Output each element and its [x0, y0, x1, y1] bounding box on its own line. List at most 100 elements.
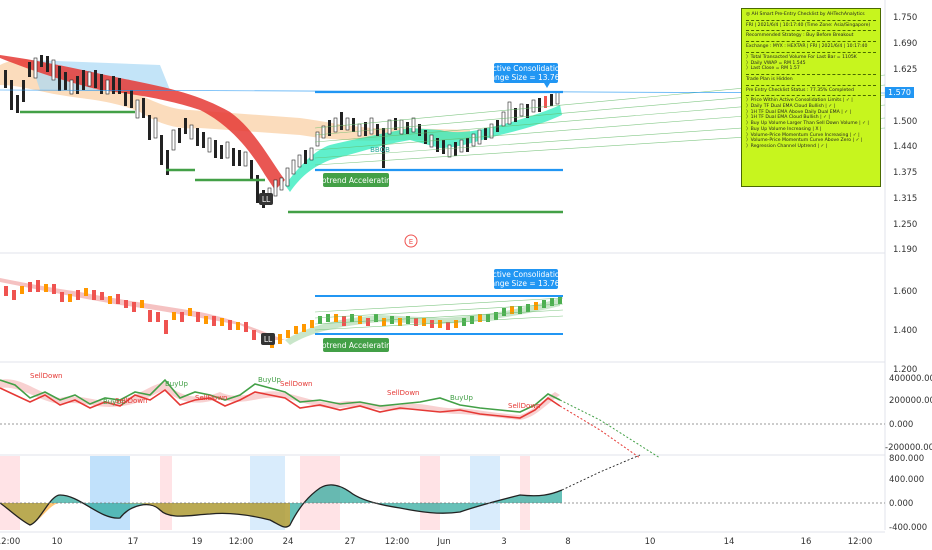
selldown-projection	[559, 405, 641, 459]
svg-text:12:00: 12:00	[0, 537, 20, 547]
svg-text:3: 3	[501, 537, 506, 547]
buyup-line	[0, 378, 561, 413]
svg-text:12:00: 12:00	[229, 537, 254, 547]
consolidation-label-line1: Active Consolidation	[488, 64, 565, 73]
uptrend-label-text: Uptrend Accelerating	[316, 176, 396, 185]
svg-text:27: 27	[345, 537, 356, 547]
svg-text:1.200: 1.200	[893, 365, 917, 375]
checklist-item: 〉Price Within Active Consolidation Limit…	[746, 98, 853, 104]
svg-text:1.250: 1.250	[893, 220, 917, 230]
osc1-axis[interactable]: 400000.000 200000.000 0.000 -200000.000	[885, 374, 932, 453]
buyup-projection	[559, 399, 661, 459]
secondary-price-pane[interactable]: Active Consolidation (Range Size = 13.76…	[0, 269, 917, 375]
svg-text:12:00: 12:00	[848, 537, 873, 547]
svg-text:0.000: 0.000	[889, 499, 913, 509]
svg-text:-400.000: -400.000	[889, 523, 927, 533]
svg-text:19: 19	[192, 537, 203, 547]
checklist-strategy: Recommended Strategy : Buy Before Breako…	[746, 33, 854, 39]
osc-selldown-label: SellDown	[115, 397, 147, 405]
svg-text:16: 16	[801, 537, 812, 547]
svg-text:400000.000: 400000.000	[889, 374, 932, 384]
svg-text:1.500: 1.500	[893, 117, 917, 127]
volume-oscillator-pane[interactable]: SellDown BuyUp SellDown BuyUp SellDown B…	[0, 372, 932, 459]
secondary-bear-cloud	[0, 278, 285, 340]
momentum-projection	[561, 454, 641, 491]
osc-selldown-label: SellDown	[508, 402, 540, 410]
checklist-item: 〉Buy Up Volume Larger Than Sell Down Vol…	[746, 121, 869, 127]
time-axis[interactable]: 12:00 10 17 19 12:00 24 27 12:00 Jun 3 8…	[0, 531, 885, 547]
bull-ema-cloud	[285, 105, 562, 192]
svg-text:0.000: 0.000	[889, 420, 913, 430]
checklist-volume: 〉Total Transacted Volume For Last Bar = …	[746, 54, 857, 60]
svg-text:400.000: 400.000	[889, 475, 924, 485]
osc-buyup-label: BuyUp	[258, 376, 282, 384]
svg-text:1.190: 1.190	[893, 245, 917, 255]
svg-text:24: 24	[283, 537, 294, 547]
checklist-item: 〉Daily TF Dual EMA Cloud Bullish | ✓ |	[746, 104, 836, 110]
checklist-vwap: 〉Daily VWAP = RM 1.545	[746, 60, 806, 66]
checklist-plan: Trade Plan is Hidden	[746, 76, 793, 82]
secondary-uptrend-text: Uptrend Accelerating	[316, 341, 396, 350]
svg-text:10: 10	[52, 537, 63, 547]
last-price-tag: 1.570	[885, 87, 914, 98]
svg-text:8: 8	[565, 537, 570, 547]
pre-entry-checklist-panel[interactable]: ◎ AH Smart Pre-Entry Checklist by AHTech…	[741, 8, 881, 187]
osc-buyup-label: BuyUp	[165, 380, 189, 388]
bbob-label: BBOB	[370, 146, 390, 154]
svg-text:800.000: 800.000	[889, 454, 924, 464]
secondary-ll-label[interactable]: LL	[261, 333, 275, 345]
osc2-axis[interactable]: 800.000 400.000 0.000 -400.000	[889, 454, 927, 533]
momentum-fill-neg	[0, 503, 290, 528]
checklist-item: 〉Regression Channel Uptrend | ✓ |	[746, 143, 828, 149]
svg-text:1.625: 1.625	[893, 65, 917, 75]
osc-selldown-label: SellDown	[195, 394, 227, 402]
secondary-consolidation-line1: Active Consolidation	[488, 270, 565, 279]
checklist-item: 〉1H TF Dual EMA Above Daily Dual EMA | ✓…	[746, 109, 852, 115]
checklist-item: 〉1H TF Dual EMA Cloud Bullish | ✓ |	[746, 115, 830, 121]
selldown-line	[0, 387, 561, 419]
consolidation-label-line2: (Range Size = 13.76%)	[482, 73, 569, 82]
checklist-datetime: FRI | 2021/6/4 | 10:17:40 (Time Zone: As…	[746, 22, 871, 28]
checklist-close: 〉Last Close = RM 1.57	[746, 66, 800, 72]
momentum-curve	[0, 484, 563, 528]
price-axis-main[interactable]: 1.750 1.690 1.625 1.500 1.440 1.375 1.31…	[893, 13, 917, 255]
checklist-item: 〉Volume-Price Momentum Curve Increasing …	[746, 132, 860, 138]
svg-text:1.440: 1.440	[893, 142, 917, 152]
secondary-consolidation-label[interactable]: Active Consolidation (Range Size = 13.76…	[482, 269, 570, 289]
osc-selldown-label: SellDown	[280, 380, 312, 388]
svg-text:1.750: 1.750	[893, 13, 917, 23]
osc-buyup-label: BuyUp	[103, 398, 127, 406]
price-axis-secondary[interactable]: 1.600 1.400 1.200	[893, 287, 917, 375]
osc-selldown-label: SellDown	[30, 372, 62, 380]
checklist-status: Pre Entry Checklist Status : 77.35% Comp…	[746, 87, 854, 93]
momentum-oscillator-pane[interactable]: 800.000 400.000 0.000 -400.000	[0, 454, 927, 533]
svg-text:17: 17	[128, 537, 139, 547]
svg-text:-200000.000: -200000.000	[885, 443, 932, 453]
checklist-item: 〉Volume-Price Momentum Curve Above Zero …	[746, 138, 863, 144]
checklist-exchange: Exchange : MYX : HEXTAR | FRI | 2021/6/4…	[746, 44, 868, 50]
last-price-line	[0, 89, 886, 94]
secondary-uptrend-label[interactable]: Uptrend Accelerating	[316, 338, 396, 352]
main-price-pane[interactable]: Active Consolidation (Range Size = 13.76…	[0, 13, 917, 255]
price-candles	[4, 55, 560, 208]
svg-text:200000.000: 200000.000	[889, 396, 932, 406]
secondary-consolidation-line2: (Range Size = 13.76%)	[482, 279, 569, 288]
osc-selldown-label: SellDown	[387, 389, 419, 397]
svg-text:1.375: 1.375	[893, 168, 917, 178]
svg-text:1.690: 1.690	[893, 39, 917, 49]
osc-buyup-label: BuyUp	[450, 394, 474, 402]
ll-label-text: LL	[262, 195, 271, 204]
svg-text:1.400: 1.400	[893, 326, 917, 336]
svg-text:1.600: 1.600	[893, 287, 917, 297]
checklist-item: 〉Buy Up Volume Increasing | X |	[746, 126, 822, 132]
secondary-ll-text: LL	[264, 335, 273, 344]
svg-text:14: 14	[724, 537, 735, 547]
svg-text:10: 10	[645, 537, 656, 547]
svg-text:Jun: Jun	[436, 537, 450, 547]
active-consolidation-label[interactable]: Active Consolidation (Range Size = 13.76…	[482, 63, 570, 88]
event-marker[interactable]: E	[404, 234, 418, 248]
uptrend-accelerating-label[interactable]: Uptrend Accelerating	[316, 173, 396, 187]
secondary-candles	[4, 280, 562, 348]
ll-label[interactable]: LL	[259, 193, 273, 205]
